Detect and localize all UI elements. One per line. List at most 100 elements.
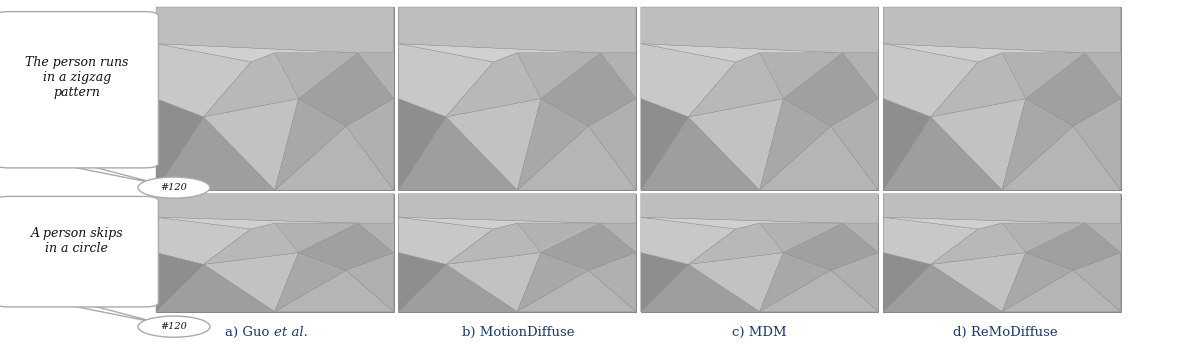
Polygon shape xyxy=(156,264,275,312)
FancyBboxPatch shape xyxy=(156,194,394,312)
FancyBboxPatch shape xyxy=(0,196,158,307)
Polygon shape xyxy=(346,253,394,312)
Polygon shape xyxy=(204,223,299,264)
Text: b) MotionDiffuse: b) MotionDiffuse xyxy=(462,326,575,339)
Text: #120: #120 xyxy=(161,322,187,331)
Polygon shape xyxy=(883,44,978,117)
Polygon shape xyxy=(299,53,394,126)
Polygon shape xyxy=(446,253,541,312)
Polygon shape xyxy=(1026,53,1121,126)
Polygon shape xyxy=(689,223,784,264)
Polygon shape xyxy=(156,44,358,62)
Polygon shape xyxy=(398,217,493,264)
Polygon shape xyxy=(830,253,878,312)
Polygon shape xyxy=(204,253,299,312)
Polygon shape xyxy=(275,270,394,312)
Polygon shape xyxy=(517,99,588,190)
Polygon shape xyxy=(641,117,760,190)
Polygon shape xyxy=(931,253,1026,312)
Polygon shape xyxy=(883,217,1085,229)
Polygon shape xyxy=(883,217,978,264)
Polygon shape xyxy=(446,223,541,264)
Polygon shape xyxy=(398,7,636,53)
Polygon shape xyxy=(156,117,275,190)
Polygon shape xyxy=(446,53,541,117)
Polygon shape xyxy=(641,217,842,229)
Polygon shape xyxy=(830,99,878,190)
Polygon shape xyxy=(784,223,878,270)
Polygon shape xyxy=(1073,99,1121,190)
Circle shape xyxy=(138,316,210,337)
Polygon shape xyxy=(156,217,358,229)
FancyBboxPatch shape xyxy=(156,7,394,190)
Polygon shape xyxy=(398,194,636,223)
Text: A person skips
in a circle: A person skips in a circle xyxy=(30,227,124,256)
Polygon shape xyxy=(883,99,931,190)
Polygon shape xyxy=(689,99,784,190)
Polygon shape xyxy=(588,99,636,190)
Polygon shape xyxy=(204,99,299,190)
Polygon shape xyxy=(204,53,299,117)
Polygon shape xyxy=(689,253,784,312)
Polygon shape xyxy=(931,99,1026,190)
Polygon shape xyxy=(398,99,446,190)
Polygon shape xyxy=(931,223,1026,264)
Polygon shape xyxy=(1002,126,1121,190)
FancyBboxPatch shape xyxy=(883,7,1121,190)
Polygon shape xyxy=(641,44,842,62)
Polygon shape xyxy=(641,264,760,312)
Polygon shape xyxy=(931,53,1026,117)
Polygon shape xyxy=(156,194,394,223)
Polygon shape xyxy=(689,53,784,117)
Polygon shape xyxy=(760,270,878,312)
Polygon shape xyxy=(641,253,689,312)
Polygon shape xyxy=(1026,223,1121,270)
Polygon shape xyxy=(641,7,878,53)
Polygon shape xyxy=(398,253,446,312)
Polygon shape xyxy=(275,253,346,312)
FancyBboxPatch shape xyxy=(398,7,636,190)
Polygon shape xyxy=(784,53,878,126)
Polygon shape xyxy=(156,253,204,312)
Polygon shape xyxy=(517,126,636,190)
Polygon shape xyxy=(47,162,162,185)
Polygon shape xyxy=(1073,253,1121,312)
Polygon shape xyxy=(156,44,251,117)
Polygon shape xyxy=(48,155,73,161)
Polygon shape xyxy=(398,217,600,229)
Text: d) ReMoDiffuse: d) ReMoDiffuse xyxy=(953,326,1058,339)
Polygon shape xyxy=(446,99,541,190)
Polygon shape xyxy=(883,194,1121,223)
FancyBboxPatch shape xyxy=(398,194,636,312)
Polygon shape xyxy=(883,44,1085,62)
Polygon shape xyxy=(1002,253,1073,312)
Text: The person runs
in a zigzag
pattern: The person runs in a zigzag pattern xyxy=(25,56,128,99)
Polygon shape xyxy=(398,117,517,190)
Polygon shape xyxy=(48,294,73,300)
Polygon shape xyxy=(398,264,517,312)
Polygon shape xyxy=(398,44,600,62)
Polygon shape xyxy=(541,223,636,270)
Polygon shape xyxy=(517,253,588,312)
Polygon shape xyxy=(541,53,636,126)
Text: c) MDM: c) MDM xyxy=(732,326,787,339)
FancyBboxPatch shape xyxy=(641,7,878,190)
Circle shape xyxy=(138,177,210,198)
FancyBboxPatch shape xyxy=(0,12,158,168)
Polygon shape xyxy=(760,253,830,312)
Text: a) Guo: a) Guo xyxy=(224,326,274,339)
Polygon shape xyxy=(156,99,204,190)
Polygon shape xyxy=(398,44,493,117)
Polygon shape xyxy=(641,99,689,190)
Polygon shape xyxy=(883,117,1002,190)
Text: #120: #120 xyxy=(161,183,187,192)
Polygon shape xyxy=(641,194,878,223)
Polygon shape xyxy=(1002,99,1073,190)
Polygon shape xyxy=(47,301,162,324)
Text: et al.: et al. xyxy=(274,326,307,339)
Polygon shape xyxy=(883,7,1121,53)
Polygon shape xyxy=(156,217,251,264)
Polygon shape xyxy=(275,126,394,190)
Polygon shape xyxy=(588,253,636,312)
Polygon shape xyxy=(517,270,636,312)
